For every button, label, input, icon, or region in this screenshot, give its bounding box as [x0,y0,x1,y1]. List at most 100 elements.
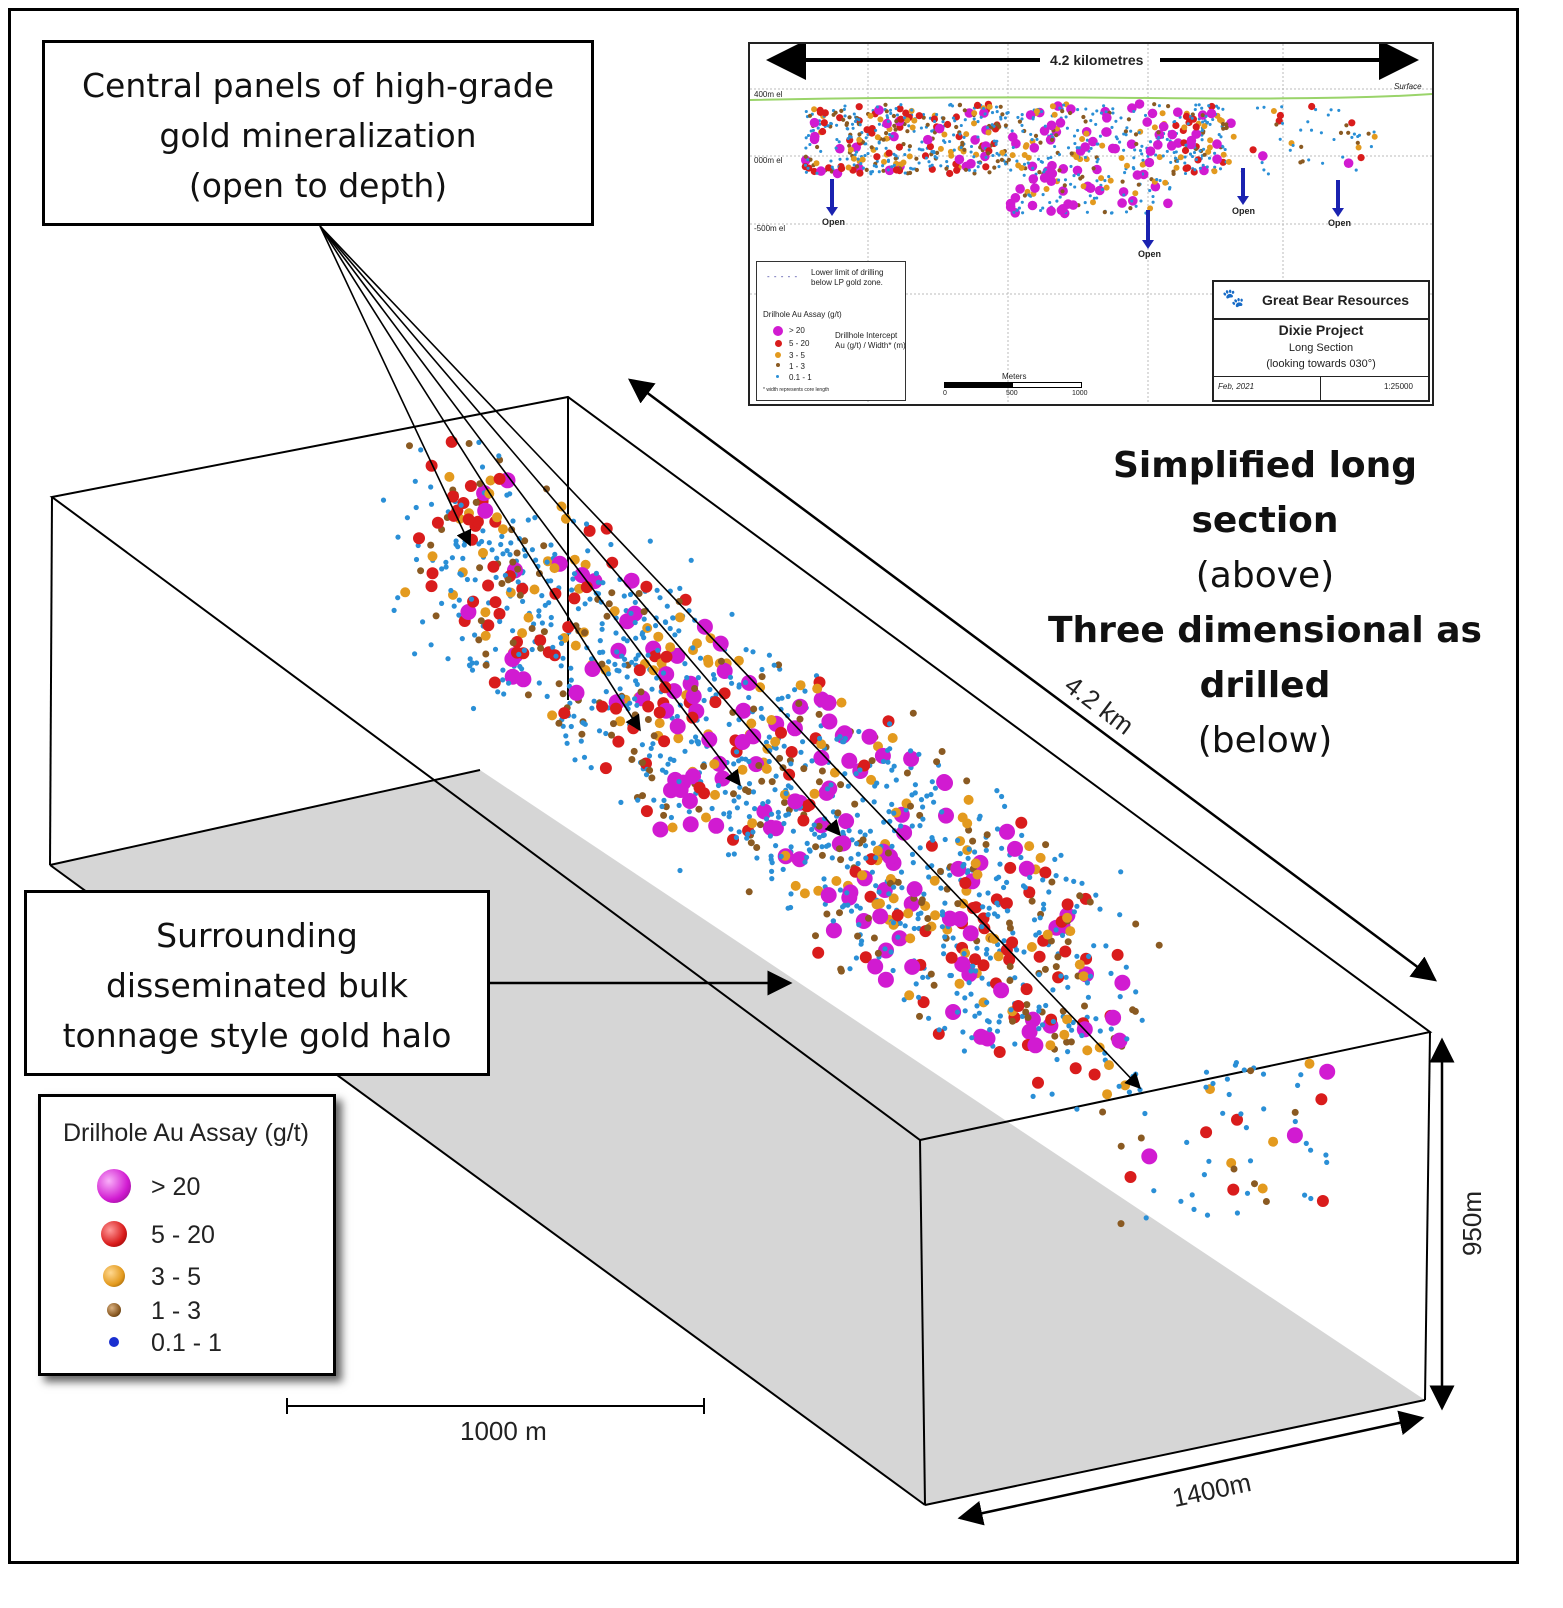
section-point-low [1017,206,1021,210]
assay-point-low [729,611,735,617]
section-point-low [1151,200,1155,204]
assay-point-low [889,801,895,808]
assay-point-low [628,610,634,616]
section-point-5-20 [820,119,828,127]
assay-point-low [612,661,618,668]
section-point-low [910,108,914,112]
assay-point-low [451,603,457,609]
assay-point-1-3 [537,644,545,652]
section-point-low [1072,134,1077,138]
assay-point-low [469,667,476,673]
section-point-low [1200,138,1204,142]
section-point-gt20 [1085,183,1096,193]
assay-point-low [1103,943,1109,949]
assay-point-low [844,864,851,870]
legend-marker-red [101,1221,127,1247]
section-point-low [1218,167,1223,171]
section-point-low [1132,109,1136,113]
section-point-low [1122,148,1126,152]
assay-point-low [891,884,897,890]
assay-point-3-5 [523,612,534,623]
assay-point-low [455,544,461,550]
assay-point-low [1261,1106,1267,1112]
section-point-3-5 [1079,136,1086,142]
assay-point-low [439,566,445,572]
long-section-plot [750,44,1432,404]
assay-point-low [734,805,741,811]
assay-point-gt20 [712,635,729,652]
section-point-low [983,112,987,116]
section-point-low [1094,122,1098,126]
section-point-low [1076,108,1080,112]
section-point-5-20 [1276,111,1284,120]
assay-point-3-5 [480,607,491,618]
assay-point-low [674,713,680,720]
section-point-1-3 [935,150,940,155]
assay-point-1-3 [815,710,823,718]
assay-point-3-5 [615,716,626,727]
section-point-low [1148,140,1153,144]
section-point-3-5 [985,129,992,136]
assay-point-low [1243,1125,1249,1131]
assay-point-low [767,833,774,839]
assay-point-low [737,784,743,790]
section-point-low [899,103,903,107]
assay-point-low [1049,1091,1055,1097]
assay-point-low [955,837,961,844]
assay-point-gt20 [906,881,923,898]
section-point-gt20 [1046,206,1056,216]
section-point-5-20 [825,164,833,172]
section-point-1-3 [1037,170,1042,175]
assay-point-low [1295,1082,1301,1088]
section-point-low [1012,210,1016,214]
assay-point-low [651,797,657,803]
assay-point-1-3 [943,885,951,893]
assay-point-low [550,644,556,650]
assay-point-low [616,668,622,674]
assay-point-3-5 [665,642,676,653]
section-point-3-5 [1181,124,1188,131]
section-point-3-5 [813,160,820,167]
assay-point-low [856,922,862,928]
assay-point-low [1040,877,1046,883]
section-point-1-3 [1083,119,1088,124]
assay-point-3-5 [766,715,777,725]
assay-point-low [645,652,651,658]
assay-point-low [961,951,967,957]
section-point-low [830,165,834,169]
section-point-1-3 [1062,183,1067,188]
section-point-1-3 [1134,141,1139,147]
assay-point-1-3 [730,790,737,798]
section-point-low [948,139,952,144]
assay-point-low [1079,880,1085,886]
section-point-gt20 [1134,99,1145,109]
assay-point-1-3 [1051,1032,1059,1040]
assay-point-low [618,799,624,806]
assay-point-low [617,686,623,692]
assay-point-low [479,464,486,470]
inset-legend-footnote: * width represents core length [763,387,830,393]
section-point-low [1015,159,1019,163]
assay-point-low [886,904,892,910]
assay-point-low [395,534,401,540]
assay-point-1-3 [555,719,563,727]
section-point-low [859,162,863,166]
section-point-low [952,133,956,137]
assay-point-1-3 [543,485,550,493]
assay-point-low [469,660,475,666]
section-point-gt20 [923,134,933,145]
assay-point-low [854,812,861,818]
callout-central-panels: Central panels of high-grade gold minera… [42,40,594,226]
section-point-low [992,139,996,143]
section-point-1-3 [914,156,919,161]
section-point-low [902,116,907,120]
section-point-low [1124,210,1129,214]
section-point-3-5 [971,120,977,127]
assay-point-low [886,891,892,897]
assay-point-low [597,638,603,644]
assay-point-5-20 [487,560,500,573]
section-point-low [1122,193,1126,197]
assay-point-5-20 [718,687,731,700]
assay-point-1-3 [750,705,758,713]
section-point-gt20 [835,143,845,154]
